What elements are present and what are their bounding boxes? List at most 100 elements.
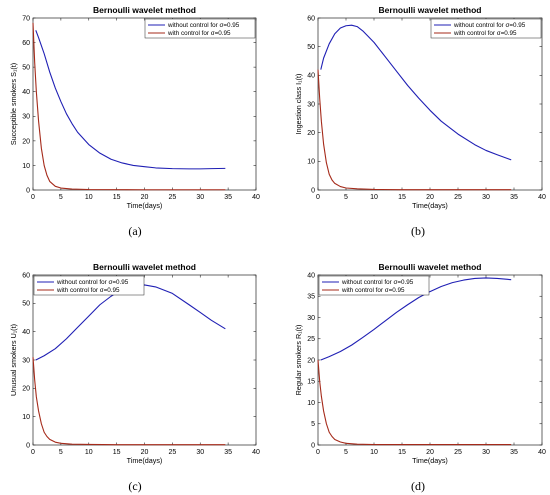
y-tick-label: 70 bbox=[22, 15, 30, 22]
plot-area bbox=[317, 17, 543, 191]
legend-box bbox=[33, 275, 145, 296]
x-tick-label: 25 bbox=[168, 449, 176, 456]
chart-panel-1: Bernoulli wavelet method 0 5 10 15 20 25 30 35 40… bbox=[294, 5, 546, 210]
y-tick-label: 25 bbox=[307, 336, 315, 343]
legend-entry: without control for σ=0.95 bbox=[453, 22, 526, 29]
x-tick-label: 15 bbox=[398, 194, 406, 201]
x-tick-label: 0 bbox=[31, 449, 35, 456]
legend-entry: without control for σ=0.95 bbox=[167, 22, 240, 29]
x-tick-label: 35 bbox=[510, 194, 518, 201]
y-tick-label: 10 bbox=[22, 414, 30, 421]
legend-box bbox=[430, 18, 542, 39]
y-axis-label: Unusual smokers U₁(t) bbox=[9, 324, 18, 396]
y-tick-label: 60 bbox=[22, 40, 30, 47]
legend-box bbox=[318, 275, 430, 296]
series-without-control-line bbox=[320, 24, 512, 161]
y-tick-label: 60 bbox=[307, 15, 315, 22]
y-tick-label: 20 bbox=[307, 130, 315, 137]
x-tick-label: 15 bbox=[113, 194, 121, 201]
x-tick-label: 0 bbox=[316, 194, 320, 201]
x-tick-label: 5 bbox=[59, 194, 63, 201]
legend-entry: with control for σ=0.95 bbox=[56, 287, 120, 294]
x-tick-label: 30 bbox=[196, 449, 204, 456]
x-tick-label: 5 bbox=[344, 449, 348, 456]
y-tick-label: 35 bbox=[307, 294, 315, 301]
y-tick-label: 20 bbox=[22, 138, 30, 145]
y-tick-label: 10 bbox=[307, 159, 315, 166]
x-tick-label: 25 bbox=[454, 449, 462, 456]
x-tick-label: 30 bbox=[196, 194, 204, 201]
chart-title: Bernoulli wavelet method bbox=[379, 5, 482, 15]
chart-panel-0: Bernoulli wavelet method 0 5 10 15 20 25 30 35 40… bbox=[9, 5, 260, 210]
chart-title: Bernoulli wavelet method bbox=[379, 262, 482, 272]
y-tick-label: 0 bbox=[311, 442, 315, 449]
y-tick-label: 60 bbox=[22, 272, 30, 279]
panel-label: (a) bbox=[128, 224, 141, 238]
y-tick-label: 30 bbox=[307, 101, 315, 108]
legend-entry: with control for σ=0.95 bbox=[341, 287, 405, 294]
x-tick-label: 5 bbox=[344, 194, 348, 201]
x-tick-label: 25 bbox=[168, 194, 176, 201]
x-tick-label: 20 bbox=[141, 449, 149, 456]
x-tick-label: 0 bbox=[31, 194, 35, 201]
x-tick-label: 10 bbox=[85, 194, 93, 201]
chart-panel-2: Bernoulli wavelet method 0 5 10 15 20 25 30 35 40… bbox=[9, 262, 260, 465]
y-tick-label: 5 bbox=[311, 421, 315, 428]
y-tick-label: 10 bbox=[307, 400, 315, 407]
y-tick-label: 50 bbox=[307, 44, 315, 51]
panel-label: (d) bbox=[411, 479, 425, 493]
y-axis-label: Regular smokers R₁(t) bbox=[294, 325, 303, 396]
x-axis-label: Time(days) bbox=[127, 456, 163, 465]
chart-panel-3: Bernoulli wavelet method 0 5 10 15 20 25 30 35 40… bbox=[294, 262, 546, 465]
x-tick-label: 15 bbox=[113, 449, 121, 456]
x-tick-label: 40 bbox=[538, 194, 546, 201]
chart-title: Bernoulli wavelet method bbox=[93, 262, 196, 272]
x-tick-label: 15 bbox=[398, 449, 406, 456]
panel-label: (c) bbox=[128, 479, 141, 493]
plot-area bbox=[32, 274, 257, 446]
y-tick-label: 10 bbox=[22, 163, 30, 170]
y-axis-label: Succeptible smokers S₁(t) bbox=[9, 63, 18, 145]
x-tick-label: 35 bbox=[510, 449, 518, 456]
y-tick-label: 0 bbox=[311, 187, 315, 194]
x-tick-label: 10 bbox=[370, 449, 378, 456]
y-tick-label: 0 bbox=[26, 187, 30, 194]
series-without-control-line bbox=[320, 277, 512, 361]
y-tick-label: 50 bbox=[22, 301, 30, 308]
x-tick-label: 35 bbox=[224, 194, 232, 201]
legend-box bbox=[144, 18, 256, 39]
y-tick-label: 30 bbox=[307, 315, 315, 322]
legend-entry: with control for σ=0.95 bbox=[453, 30, 517, 37]
x-tick-label: 30 bbox=[482, 194, 490, 201]
x-tick-label: 20 bbox=[141, 194, 149, 201]
plot-area bbox=[317, 274, 543, 446]
plot-area bbox=[32, 17, 257, 191]
x-tick-label: 5 bbox=[59, 449, 63, 456]
legend-entry: without control for σ=0.95 bbox=[341, 279, 414, 286]
x-tick-label: 20 bbox=[426, 194, 434, 201]
x-axis-label: Time(days) bbox=[412, 456, 448, 465]
y-tick-label: 30 bbox=[22, 357, 30, 364]
x-tick-label: 10 bbox=[370, 194, 378, 201]
y-tick-label: 15 bbox=[307, 379, 315, 386]
x-axis-label: Time(days) bbox=[127, 201, 163, 210]
x-tick-label: 40 bbox=[252, 194, 260, 201]
y-tick-label: 20 bbox=[307, 357, 315, 364]
x-tick-label: 40 bbox=[538, 449, 546, 456]
legend-entry: without control for σ=0.95 bbox=[56, 279, 129, 286]
x-tick-label: 35 bbox=[224, 449, 232, 456]
y-tick-label: 50 bbox=[22, 65, 30, 72]
x-tick-label: 20 bbox=[426, 449, 434, 456]
chart-title: Bernoulli wavelet method bbox=[93, 5, 196, 15]
y-tick-label: 40 bbox=[22, 329, 30, 336]
y-tick-label: 0 bbox=[26, 442, 30, 449]
x-tick-label: 40 bbox=[252, 449, 260, 456]
series-with-control-line bbox=[32, 22, 226, 191]
panel-label: (b) bbox=[411, 224, 425, 238]
y-tick-label: 20 bbox=[22, 386, 30, 393]
series-without-control-line bbox=[35, 30, 226, 170]
